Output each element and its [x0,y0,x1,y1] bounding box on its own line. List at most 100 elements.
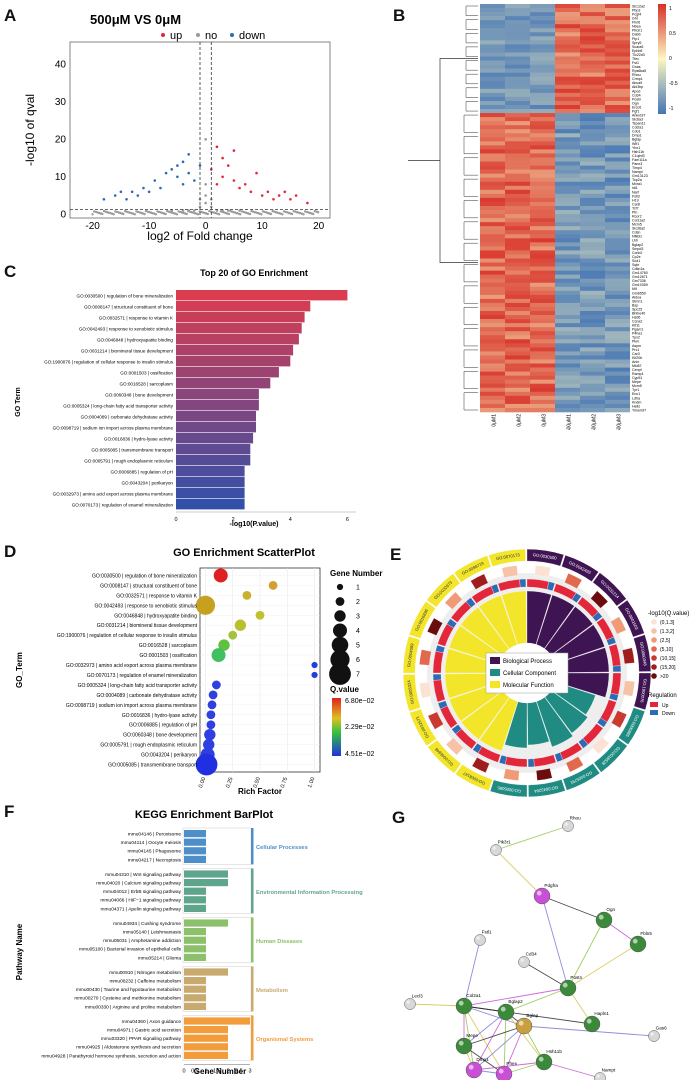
heatmap-cell [480,302,505,308]
kegg-xtick: 2 [226,1068,229,1074]
kegg-bar-label: mmu03320 | PPAR signaling pathway [101,1036,182,1042]
go-bar [176,345,294,356]
heatmap-cell [480,157,505,162]
heatmap-cell [605,173,630,178]
kegg-group-label: Cellular Processes [256,845,308,851]
kegg-group-label: Environmental Information Processing [256,890,363,896]
heatmap-cell [505,137,530,142]
regulation-down-segment [437,700,448,710]
kegg-bar-label: mmu04360 | Axon guidance [122,1019,182,1025]
heatmap-cell [580,407,605,413]
heatmap-cell [530,28,555,33]
network-node [533,887,551,905]
heatmap-gene-label: Ramp1 [632,372,644,376]
heatmap-cell [605,335,630,340]
heatmap-cell [605,16,630,21]
network-node [465,1061,483,1079]
heatmap-cell [505,246,530,251]
heatmap-cell [480,214,505,219]
heatmap-cell [580,149,605,154]
network-node-highlight [650,1032,654,1036]
qvalue-legend: (0,1.3] (1.3,2] (2,5] (5,10] (10,15] (15,20] >… [651,619,676,680]
heatmap-cell [480,60,505,65]
go-bar-label: GO:0004089 | carbonate dehydratase activ… [81,415,174,420]
heatmap-gene-label: Ybx1 [632,146,640,150]
heatmap-cell [580,32,605,37]
heatmap-cell [530,153,555,158]
network-node [497,1003,515,1021]
qvalue-legend-dot [651,619,657,625]
heatmap-gene-label: Wif1 [632,142,639,146]
outer-term-label: GO:0005324 [406,679,415,704]
heatmap-cell [505,234,530,239]
heatmap-cell [580,84,605,90]
heatmap-cell [580,274,605,279]
volcano-point-down [181,182,185,186]
heatmap-cell [505,375,530,380]
heatmap-cell [505,407,530,413]
heatmap-cell [530,282,555,288]
volcano-point-up [266,190,270,194]
heatmap-gene-label: Kif11 [632,324,640,328]
heatmap-cell [605,399,630,405]
heatmap-gene-label: Spc25 [632,307,642,311]
heatmap-cell [480,294,505,300]
heatmap-gene-label: Top2a [632,178,642,182]
kegg-bar-label: mmu04217 | Necroptosis [128,857,182,863]
heatmap-cell [555,262,580,267]
heatmap-gene-label: Ankrd37 [632,114,645,118]
heatmap-cell [555,137,580,142]
network-edge [523,961,569,989]
heatmap-cell [605,238,630,243]
tick-ring [566,773,603,795]
heatmap-cell [530,355,555,360]
heatmap-cell [555,4,580,9]
qvalue-legend-dot [651,673,657,679]
heatmap-cell [605,359,630,364]
heatmap-cell [580,121,605,126]
heatmap-cell [505,254,530,259]
go-scatter-term-label: GO:0016836 | hydro-lyase activity [122,713,198,719]
heatmap-cell [605,165,630,170]
kegg-xtick: 0.5 [191,1068,199,1074]
tick-ring [565,551,602,572]
heatmap-cell [555,274,580,279]
go-bars: GO:0030500 | regulation of bone minerali… [44,290,348,510]
heatmap-gene-label: Mcm5 [632,384,642,388]
kegg-bars: mmu04146 | Peroxisome mmu04114 | Oocyte m… [41,827,363,1061]
regulation-up-swatch [650,702,658,707]
heatmap-cell [530,113,555,118]
heatmap-gene-label: Spry5 [632,41,641,45]
heatmap-gene-label: Nbea [632,25,641,29]
heatmap-cell [505,399,530,405]
qvalue-ring-mark [611,710,627,729]
heatmap-gene-label: P4ha1 [632,332,642,336]
go-scatter-term-label: GO:0070173 | regulation of enamel minera… [87,673,197,679]
heatmap-cell [505,302,530,308]
regulation-down-label: Down [662,711,675,717]
network-node-label: Bglap [526,1013,538,1018]
tick-ring [599,569,630,600]
heatmap-cell [505,100,530,106]
heatmap-gene-label: Mxra1 [632,182,642,186]
go-bar [176,477,245,488]
heatmap-cell [605,44,630,49]
network-edge [543,1061,601,1079]
heatmap-cell [480,20,505,25]
heatmap-cell [530,149,555,154]
network-edge [409,1003,465,1007]
network-edge [473,1025,525,1071]
heatmap-cell [555,286,580,292]
heatmap-cell [480,32,505,37]
heatmap-cell [530,311,555,316]
go-bar [176,400,259,411]
network-node-label: Hsh11b [546,1049,562,1054]
heatmap-cell [530,96,555,102]
heatmap-cell [480,76,505,82]
heatmap-colorbar-tick: 0 [669,56,672,62]
heatmap-cell [580,319,605,324]
heatmap-cell [480,250,505,255]
heatmap-cell [505,181,530,187]
heatmap-cell [505,44,530,49]
go-bar-label: GO:0005324 | long-chain fatty acid trans… [63,404,173,409]
